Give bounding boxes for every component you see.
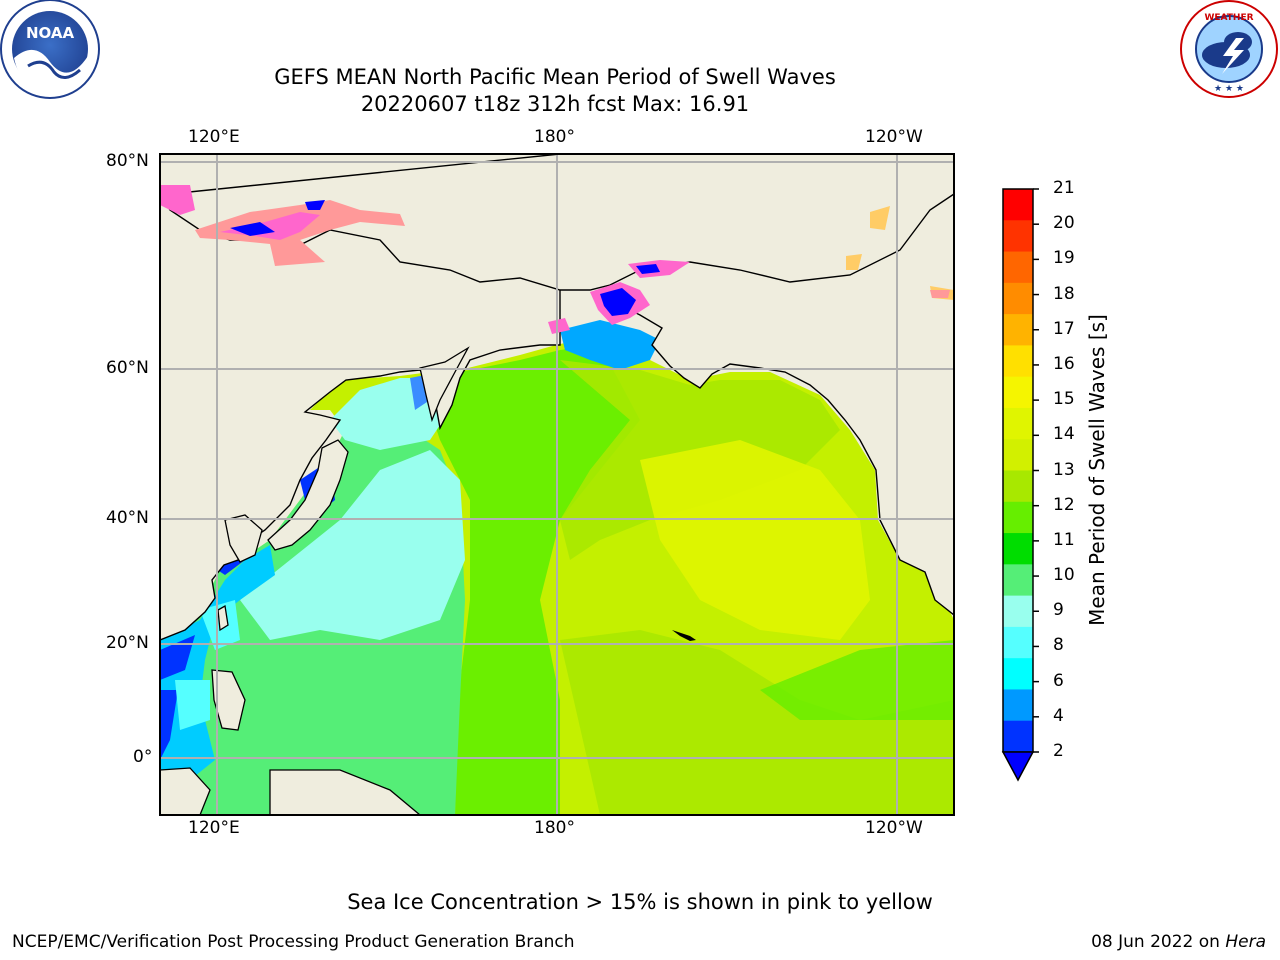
- colorbar-tick-label: 13: [1053, 459, 1075, 480]
- svg-text:★ ★ ★: ★ ★ ★: [1214, 84, 1244, 94]
- period-band-11s: [420, 345, 640, 815]
- lon-label-top-120e: 120°E: [188, 127, 240, 147]
- lon-label-bottom-120e: 120°E: [188, 818, 240, 838]
- colorbar-extend-arrow: [1001, 751, 1035, 782]
- sea-ice: [160, 185, 954, 334]
- noaa-logo-text: NOAA: [26, 24, 75, 42]
- bering-blue: [560, 320, 660, 370]
- colorbar-tick-label: 16: [1053, 353, 1075, 374]
- svg-text:WEATHER: WEATHER: [1204, 13, 1253, 23]
- land-borneo: [160, 767, 211, 815]
- colorbar-segment: [1003, 626, 1033, 659]
- map-frame: [159, 153, 955, 816]
- footer-machine: Hera: [1225, 932, 1266, 952]
- colorbar-tick-label: 21: [1053, 178, 1075, 198]
- colorbar-segment: [1003, 470, 1033, 503]
- land-new-guinea: [269, 769, 422, 815]
- lon-label-bottom-120w: 120°W: [865, 818, 923, 838]
- period-band-11s-east: [760, 640, 954, 720]
- colorbar-segment: [1003, 439, 1033, 471]
- lat-label-60n: 60°N: [106, 358, 149, 378]
- lat-label-80n: 80°N: [106, 151, 149, 171]
- colorbar-title: Mean Period of Swell Waves [s]: [1085, 314, 1109, 626]
- colorbar-segment: [1003, 658, 1033, 690]
- colorbar-segment: [1003, 407, 1033, 440]
- period-band-8s: [240, 450, 465, 640]
- period-band-14s: [640, 440, 870, 640]
- lon-label-bottom-180: 180°: [534, 818, 575, 838]
- colorbar-tick-label: 15: [1053, 389, 1075, 410]
- colorbar-segment: [1003, 314, 1033, 346]
- lat-label-0: 0°: [133, 747, 153, 767]
- noaa-logo: NOAA: [0, 0, 100, 99]
- colorbar: [1001, 188, 1039, 782]
- land-kamchatka: [419, 346, 470, 423]
- colorbar-segment: [1003, 564, 1033, 597]
- colorbar-tick-label: 12: [1053, 494, 1075, 515]
- footer-date-text: 08 Jun 2022 on: [1091, 932, 1226, 952]
- sea-ice-note: Sea Ice Concentration > 15% is shown in …: [347, 890, 933, 914]
- colorbar-tick-label: 17: [1053, 318, 1075, 339]
- colorbar-tick-label: 10: [1053, 565, 1075, 586]
- colorbar-tick-label: 2: [1053, 741, 1064, 761]
- land-hawaii: [672, 630, 696, 641]
- map-panel: [160, 154, 954, 815]
- colorbar-segment: [1003, 189, 1033, 221]
- colorbar-segment: [1003, 689, 1033, 722]
- land-japan: [267, 439, 349, 551]
- lat-label-40n: 40°N: [106, 508, 149, 528]
- colorbar-segment: [1003, 533, 1033, 565]
- map-title: GEFS MEAN North Pacific Mean Period of S…: [274, 65, 836, 89]
- colorbar-segment: [1003, 251, 1033, 284]
- colorbar-segment: [1003, 376, 1033, 409]
- colorbar-tick-label: 4: [1053, 705, 1064, 726]
- colorbar-tick-label: 14: [1053, 424, 1075, 445]
- period-band-6s: [175, 600, 240, 730]
- lat-label-20n: 20°N: [106, 633, 149, 653]
- colorbar-segment: [1003, 501, 1033, 534]
- nws-logo: WEATHER ★ ★ ★: [1180, 0, 1278, 98]
- colorbar-tick-label: 19: [1053, 248, 1075, 269]
- lon-label-top-120w: 120°W: [865, 127, 923, 147]
- period-band-4s-seas: [160, 545, 275, 800]
- colorbar-tick-label: 11: [1053, 529, 1075, 550]
- footer-date: 08 Jun 2022 on Hera: [1091, 932, 1266, 952]
- land-korea: [224, 514, 263, 563]
- colorbar-segment: [1003, 345, 1033, 378]
- colorbar-tick-label: 9: [1053, 600, 1064, 621]
- colorbar-segment: [1003, 595, 1033, 628]
- map-subtitle: 20220607 t18z 312h fcst Max: 16.91: [360, 92, 750, 116]
- land-philippines: [211, 604, 246, 731]
- graticule: [160, 154, 954, 815]
- lon-label-top-180: 180°: [534, 127, 575, 147]
- colorbar-tick-label: 20: [1053, 213, 1075, 234]
- colorbar-segment: [1003, 720, 1033, 753]
- colorbar-tick-label: 6: [1053, 670, 1064, 691]
- colorbar-tick-label: 8: [1053, 635, 1064, 656]
- colorbar-segment: [1003, 282, 1033, 315]
- period-band-12s-south: [560, 630, 954, 815]
- colorbar-segment: [1003, 220, 1033, 253]
- footer-credit: NCEP/EMC/Verification Post Processing Pr…: [12, 932, 575, 952]
- colorbar-tick-label: 18: [1053, 283, 1075, 304]
